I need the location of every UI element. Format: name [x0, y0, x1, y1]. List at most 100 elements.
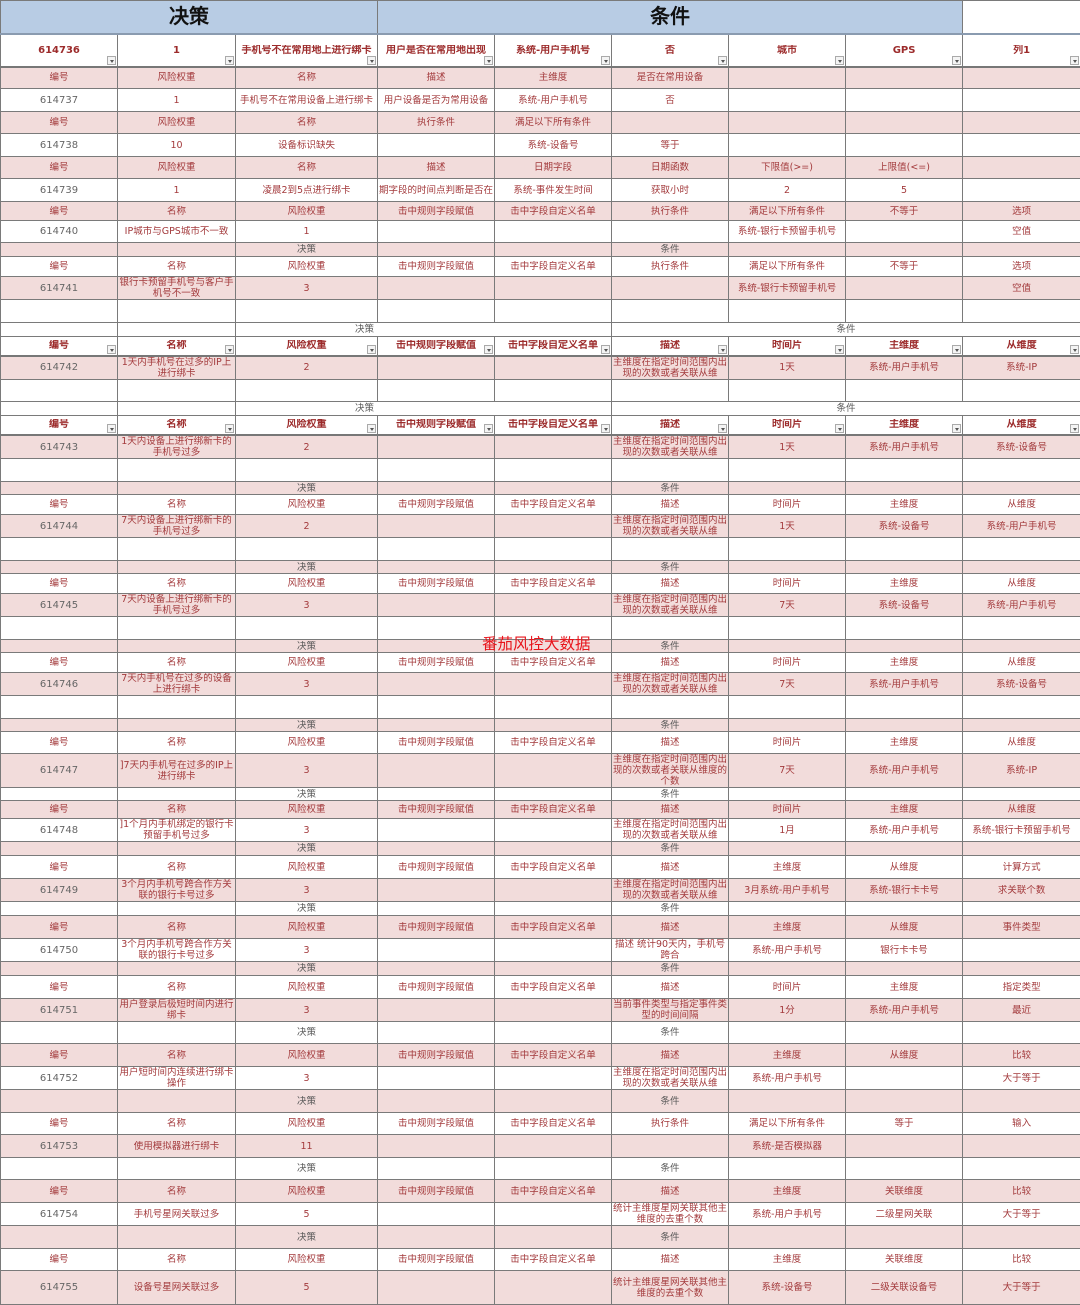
column-header-cell[interactable]: 击中规则字段赋值 [378, 415, 495, 435]
table-cell[interactable]: 击中规则字段赋值 [378, 257, 495, 277]
table-cell[interactable]: 主维度 [729, 856, 846, 879]
table-cell[interactable] [846, 89, 963, 112]
table-cell[interactable]: 决策 [236, 561, 378, 574]
table-cell[interactable]: 决策 [236, 962, 378, 976]
table-cell[interactable]: 用户登录后极短时间内进行绑卡 [118, 999, 236, 1022]
table-cell[interactable] [963, 89, 1080, 112]
table-cell[interactable] [378, 1135, 495, 1158]
filter-dropdown-icon[interactable] [367, 424, 376, 433]
table-cell[interactable]: 1天 [729, 356, 846, 380]
table-cell[interactable] [963, 561, 1080, 574]
table-cell[interactable]: 编号 [1, 574, 118, 594]
table-cell[interactable] [118, 902, 236, 916]
filter-dropdown-icon[interactable] [718, 345, 727, 354]
table-cell[interactable] [846, 902, 963, 916]
table-cell[interactable] [963, 112, 1080, 134]
table-cell[interactable] [846, 962, 963, 976]
column-header-cell[interactable]: 城市 [729, 34, 846, 67]
table-cell[interactable] [495, 356, 612, 380]
table-cell[interactable]: 满足以下所有条件 [729, 1113, 846, 1135]
table-cell[interactable] [729, 300, 846, 323]
table-cell[interactable] [378, 673, 495, 696]
table-cell[interactable]: 当前事件类型与指定事件类型的时间间隔 [612, 999, 729, 1022]
table-cell[interactable] [729, 640, 846, 653]
table-cell[interactable] [1, 788, 118, 801]
table-cell[interactable] [846, 482, 963, 495]
table-cell[interactable]: 系统-银行卡预留手机号 [729, 221, 846, 243]
table-cell[interactable] [963, 962, 1080, 976]
table-cell[interactable] [612, 1135, 729, 1158]
table-cell[interactable] [378, 999, 495, 1022]
table-cell[interactable]: 名称 [118, 653, 236, 673]
table-cell[interactable] [963, 1158, 1080, 1180]
table-cell[interactable]: 风险权重 [236, 257, 378, 277]
table-cell[interactable]: 名称 [118, 1180, 236, 1203]
table-cell[interactable] [846, 277, 963, 300]
table-cell[interactable]: 使用模拟器进行绑卡 [118, 1135, 236, 1158]
table-cell[interactable]: 11 [236, 1135, 378, 1158]
table-cell[interactable] [495, 482, 612, 495]
table-cell[interactable]: 系统-用户手机号 [963, 515, 1080, 538]
filter-dropdown-icon[interactable] [1070, 56, 1079, 65]
table-cell[interactable] [118, 962, 236, 976]
table-cell[interactable]: 614737 [1, 89, 118, 112]
table-cell[interactable] [118, 719, 236, 732]
table-cell[interactable]: 银行卡预留手机号与客户手机号不一致 [118, 277, 236, 300]
table-cell[interactable]: 2 [236, 356, 378, 380]
table-cell[interactable]: 风险权重 [118, 67, 236, 89]
table-cell[interactable]: 7天内手机号在过多的设备上进行绑卡 [118, 673, 236, 696]
table-cell[interactable] [1, 538, 118, 561]
table-cell[interactable] [378, 1158, 495, 1180]
table-cell[interactable] [495, 1022, 612, 1044]
table-cell[interactable]: 主维度 [846, 653, 963, 673]
table-cell[interactable] [495, 902, 612, 916]
table-cell[interactable] [1, 379, 118, 401]
table-cell[interactable] [118, 561, 236, 574]
table-cell[interactable] [729, 719, 846, 732]
column-header-cell[interactable]: 名称 [118, 337, 236, 356]
table-cell[interactable]: 风险权重 [236, 495, 378, 515]
table-cell[interactable]: 银行卡卡号 [846, 939, 963, 962]
table-cell[interactable]: 系统-用户手机号 [729, 1067, 846, 1090]
column-header-cell[interactable]: 名称 [118, 415, 236, 435]
table-cell[interactable]: 614745 [1, 594, 118, 617]
table-cell[interactable]: 执行条件 [378, 112, 495, 134]
table-cell[interactable]: 日期函数 [612, 157, 729, 179]
table-cell[interactable] [612, 221, 729, 243]
table-cell[interactable] [846, 379, 963, 401]
table-cell[interactable]: 1 [118, 89, 236, 112]
table-cell[interactable] [378, 696, 495, 719]
table-cell[interactable] [378, 459, 495, 482]
table-cell[interactable]: 决策 [236, 243, 378, 257]
table-cell[interactable]: 执行条件 [612, 257, 729, 277]
table-cell[interactable]: 2 [236, 435, 378, 459]
table-cell[interactable] [963, 482, 1080, 495]
table-cell[interactable] [118, 1022, 236, 1044]
table-cell[interactable]: 编号 [1, 653, 118, 673]
table-cell[interactable] [118, 640, 236, 653]
table-cell[interactable]: 条件 [612, 962, 729, 976]
filter-dropdown-icon[interactable] [1070, 345, 1079, 354]
table-cell[interactable] [1, 1022, 118, 1044]
table-cell[interactable]: 风险权重 [236, 1180, 378, 1203]
table-cell[interactable]: 击中字段自定义名单 [495, 916, 612, 939]
table-cell[interactable]: 条件 [612, 1090, 729, 1113]
table-cell[interactable] [846, 1090, 963, 1113]
table-cell[interactable]: 编号 [1, 976, 118, 999]
table-cell[interactable]: 系统-设备号 [495, 134, 612, 157]
table-cell[interactable] [846, 243, 963, 257]
table-cell[interactable] [378, 221, 495, 243]
table-cell[interactable] [729, 1158, 846, 1180]
table-cell[interactable] [1, 1090, 118, 1113]
filter-dropdown-icon[interactable] [367, 345, 376, 354]
table-cell[interactable]: 系统-用户手机号 [729, 939, 846, 962]
table-cell[interactable]: 击中字段自定义名单 [495, 653, 612, 673]
table-cell[interactable] [378, 842, 495, 856]
table-cell[interactable] [729, 112, 846, 134]
table-cell[interactable]: 系统-IP [963, 754, 1080, 788]
table-cell[interactable] [378, 300, 495, 323]
table-cell[interactable]: 编号 [1, 112, 118, 134]
table-cell[interactable] [495, 1226, 612, 1249]
table-cell[interactable]: 主维度在指定时间范围内出现的次数或者关联从维 [612, 879, 729, 902]
table-cell[interactable] [846, 221, 963, 243]
